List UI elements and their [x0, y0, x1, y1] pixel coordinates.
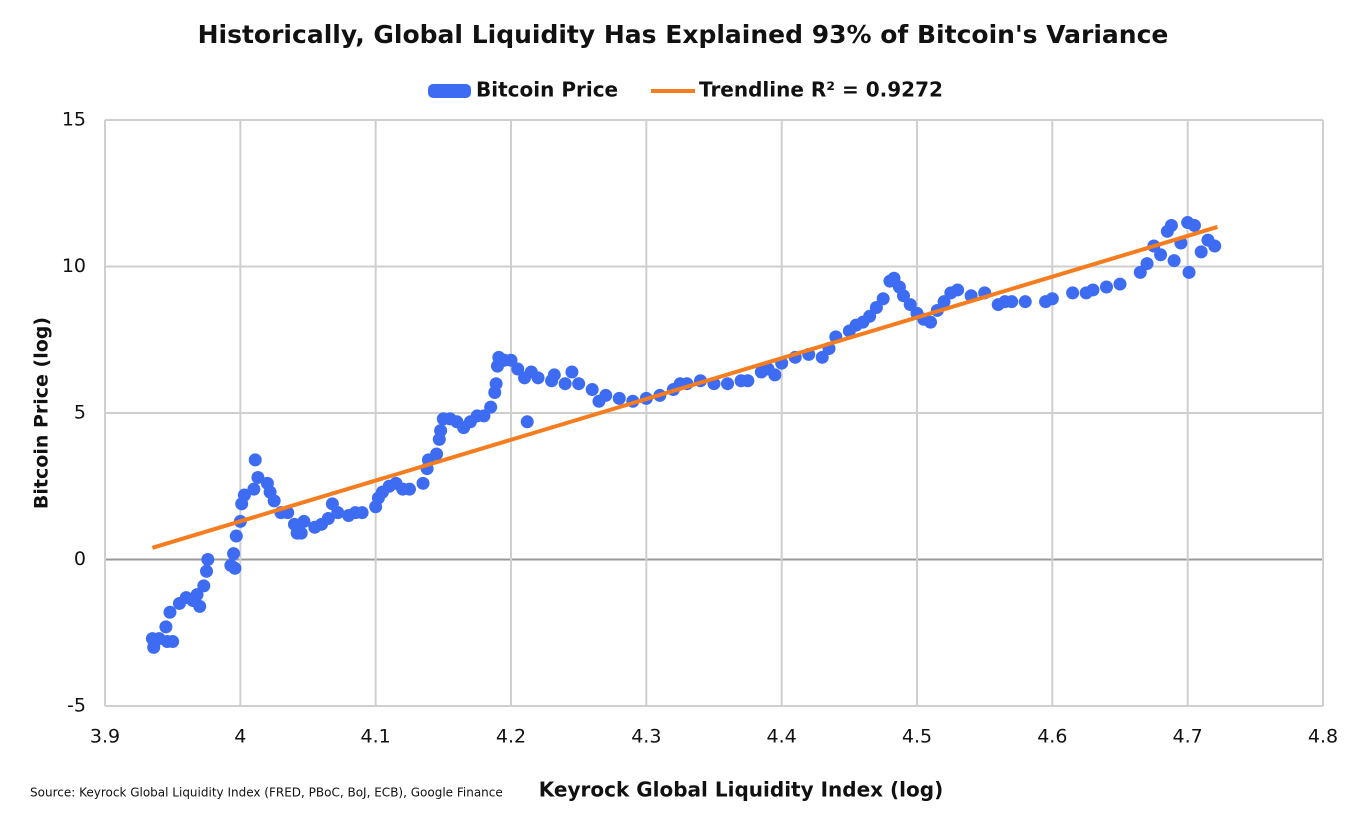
- legend-label: Bitcoin Price: [476, 78, 618, 102]
- x-tick-label: 4.2: [496, 726, 526, 748]
- data-point: [815, 350, 829, 364]
- data-point: [531, 371, 545, 385]
- data-point: [484, 400, 498, 414]
- x-tick-label: 4.3: [631, 726, 661, 748]
- data-point: [197, 579, 211, 593]
- data-point: [547, 368, 561, 382]
- data-point: [572, 377, 586, 391]
- data-point: [1194, 245, 1208, 259]
- trendline: [151, 225, 1219, 550]
- data-point: [1208, 239, 1222, 253]
- data-point: [951, 283, 965, 297]
- x-tick-label: 4.5: [902, 726, 932, 748]
- data-point: [321, 511, 335, 525]
- data-point: [416, 476, 430, 490]
- data-point: [227, 547, 241, 561]
- x-axis-label: Keyrock Global Liquidity Index (log): [539, 778, 943, 802]
- data-point: [612, 391, 626, 405]
- data-point: [896, 289, 910, 303]
- data-point: [251, 470, 265, 484]
- data-point: [247, 482, 261, 496]
- data-point: [1164, 218, 1178, 232]
- data-point: [1005, 295, 1019, 309]
- data-point: [1086, 283, 1100, 297]
- data-point: [1167, 254, 1181, 268]
- data-point: [201, 553, 215, 566]
- data-point: [229, 529, 243, 543]
- data-point: [1140, 257, 1154, 271]
- data-point: [924, 315, 938, 329]
- data-point: [166, 635, 180, 649]
- data-point: [267, 494, 281, 508]
- x-tick-label: 4.4: [767, 726, 797, 748]
- data-point: [1187, 218, 1201, 232]
- y-tick-label: 5: [74, 402, 86, 424]
- data-point: [741, 374, 755, 388]
- x-tick-label: 4: [234, 726, 246, 748]
- data-point: [190, 588, 204, 602]
- data-point: [1018, 295, 1032, 309]
- data-point: [434, 424, 448, 438]
- data-point: [903, 298, 917, 312]
- y-tick-label: -5: [67, 695, 86, 717]
- data-point: [1182, 265, 1196, 279]
- legend-label: Trendline R² = 0.9272: [699, 78, 943, 102]
- data-point: [297, 514, 311, 528]
- data-point: [228, 561, 242, 575]
- data-point: [876, 292, 890, 306]
- data-point: [565, 365, 579, 379]
- data-point: [504, 353, 518, 367]
- legend-marker: [428, 84, 471, 98]
- y-tick-label: 0: [74, 548, 86, 570]
- data-point: [599, 388, 613, 402]
- data-point: [1099, 280, 1113, 294]
- data-point: [520, 415, 534, 429]
- data-point: [159, 620, 173, 634]
- y-tick-label: 15: [62, 109, 86, 131]
- y-axis-label: Bitcoin Price (log): [31, 317, 53, 509]
- x-tick-label: 4.1: [361, 726, 391, 748]
- data-point: [511, 362, 525, 376]
- data-point: [869, 301, 883, 315]
- data-point: [863, 309, 877, 323]
- data-point: [937, 295, 951, 309]
- data-point: [1066, 286, 1080, 300]
- data-point: [430, 447, 444, 461]
- data-point: [403, 482, 416, 496]
- data-point: [489, 377, 503, 391]
- data-point: [477, 409, 491, 423]
- data-point: [200, 564, 213, 578]
- x-tick-label: 4.6: [1037, 726, 1067, 748]
- data-point: [355, 506, 369, 520]
- x-tick-label: 4.7: [1173, 726, 1203, 748]
- data-point: [163, 605, 177, 619]
- x-tick-label: 4.8: [1308, 726, 1338, 748]
- data-point: [1113, 277, 1127, 291]
- data-point: [1133, 265, 1147, 279]
- data-point: [1154, 248, 1168, 262]
- data-point: [558, 377, 572, 391]
- data-point: [237, 488, 251, 502]
- data-point: [721, 377, 735, 391]
- data-point: [248, 453, 262, 467]
- data-point: [331, 506, 345, 520]
- data-point: [1045, 292, 1059, 306]
- data-point: [294, 526, 308, 540]
- chart-title: Historically, Global Liquidity Has Expla…: [198, 20, 1169, 49]
- x-tick-label: 3.9: [90, 726, 120, 748]
- data-point: [193, 599, 207, 613]
- data-point: [585, 383, 599, 397]
- source-note: Source: Keyrock Global Liquidity Index (…: [30, 786, 503, 800]
- data-point: [768, 368, 782, 382]
- y-tick-label: 10: [62, 255, 86, 277]
